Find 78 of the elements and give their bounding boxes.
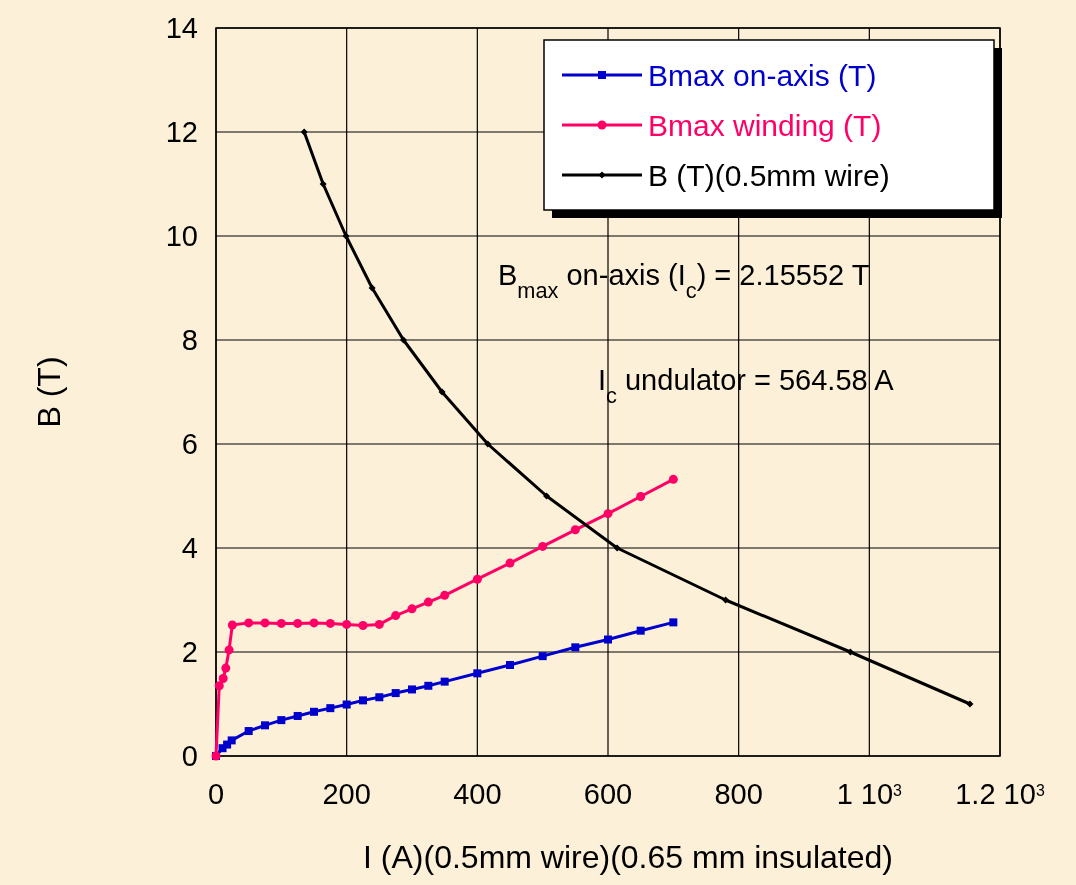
- point: [722, 596, 730, 604]
- y-tick-label: 2: [181, 636, 198, 669]
- point: [570, 525, 580, 535]
- point: [260, 618, 270, 628]
- point: [506, 661, 514, 669]
- point: [309, 618, 319, 628]
- point: [846, 648, 854, 656]
- point: [227, 736, 236, 745]
- point: [276, 618, 286, 628]
- x-tick-label: 1 10$^{3}$: [836, 778, 903, 810]
- legend-label: B (T)(0.5mm wire): [648, 158, 890, 192]
- point: [244, 727, 253, 736]
- point: [300, 128, 308, 136]
- point: [342, 700, 351, 709]
- point: [359, 696, 367, 705]
- x-tick-label: 1.2 10$^{3}$: [955, 778, 1045, 810]
- y-tick-label: 14: [165, 12, 198, 45]
- point: [571, 643, 580, 652]
- point: [669, 618, 678, 627]
- point: [358, 620, 368, 630]
- point: [319, 180, 327, 188]
- point: [668, 474, 678, 484]
- point: [440, 677, 449, 686]
- point: [375, 693, 384, 702]
- point: [636, 492, 646, 502]
- legend-label: Bmax on-axis (T): [648, 58, 877, 92]
- point: [603, 509, 613, 519]
- point: [484, 440, 492, 448]
- point: [214, 681, 224, 691]
- x-tick-label: 200: [322, 778, 371, 810]
- point: [326, 704, 335, 713]
- point: [342, 232, 350, 240]
- point: [423, 597, 433, 607]
- point: [407, 604, 417, 614]
- y-axis-title: B (T): [31, 356, 67, 428]
- point: [244, 618, 254, 628]
- point: [391, 689, 400, 698]
- point: [543, 492, 551, 500]
- y-tick-label: 0: [181, 740, 198, 773]
- point: [966, 700, 974, 708]
- point: [221, 663, 231, 673]
- point: [604, 635, 612, 644]
- point: [374, 619, 384, 629]
- point: [424, 681, 433, 690]
- point: [440, 590, 450, 600]
- point: [310, 707, 318, 716]
- x-tick-label: 600: [583, 778, 633, 810]
- point: [227, 620, 237, 630]
- y-tick-label: 4: [181, 532, 198, 565]
- point: [472, 574, 482, 584]
- y-tick-label: 6: [181, 428, 198, 461]
- point: [261, 721, 269, 730]
- point: [342, 619, 352, 629]
- point: [224, 645, 234, 655]
- y-tick-label: 8: [181, 324, 198, 357]
- point: [538, 541, 548, 551]
- x-tick-label: 400: [453, 778, 502, 810]
- x-axis-title: I (A)(0.5mm wire)(0.65 mm insulated): [363, 839, 893, 875]
- y-tick-label: 12: [165, 116, 198, 149]
- point: [538, 652, 547, 661]
- point: [293, 711, 302, 720]
- point: [505, 558, 515, 568]
- x-tick-label: 0: [207, 778, 225, 810]
- y-tick-label: 10: [165, 220, 198, 253]
- point: [400, 336, 408, 344]
- point: [438, 388, 446, 396]
- point: [293, 618, 303, 628]
- point: [613, 544, 621, 552]
- point: [636, 626, 645, 635]
- point: [368, 284, 376, 292]
- legend-label: Bmax winding (T): [648, 108, 882, 142]
- point: [277, 716, 286, 725]
- x-tick-label: 800: [714, 778, 763, 810]
- point: [218, 674, 228, 684]
- point: [325, 618, 335, 628]
- point: [408, 685, 416, 694]
- point: [473, 669, 482, 678]
- point: [391, 611, 401, 621]
